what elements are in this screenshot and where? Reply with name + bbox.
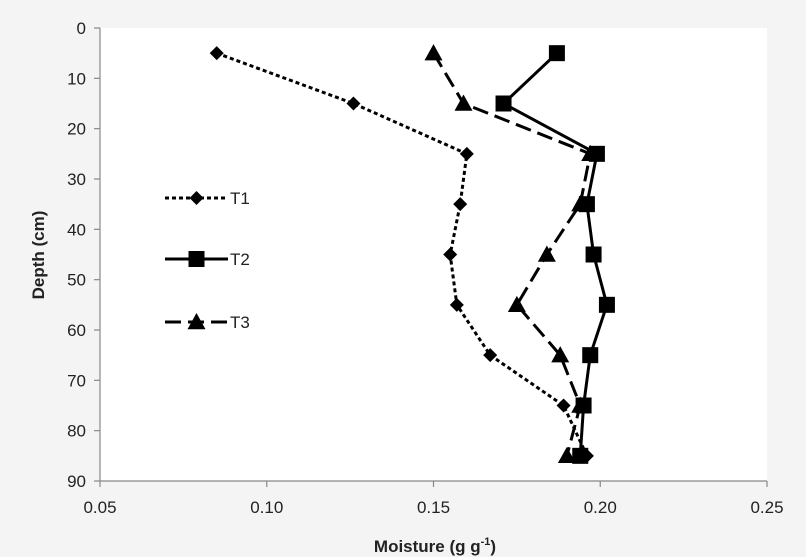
data-point-t3 [507,295,526,313]
data-point-t2 [548,45,565,62]
legend: T1 T2 T3 [165,189,250,332]
data-point-t1 [449,297,464,312]
legend-label-t2: T2 [230,250,250,269]
series-t1 [209,46,594,463]
data-point-t1 [443,247,458,262]
data-point-t2 [572,447,589,464]
axes [99,28,767,482]
legend-marker-t3 [187,313,206,330]
y-axis-title: Depth (cm) [29,211,48,300]
y-tick-label: 70 [67,371,86,390]
data-point-t1 [453,197,468,212]
series-t2 [495,45,615,464]
legend-label-t3: T3 [230,313,250,332]
data-point-t1 [209,46,224,61]
data-point-t2 [598,296,615,313]
data-point-t2 [495,95,512,112]
y-tick-label: 20 [67,120,86,139]
x-axis-title-superscript: -1 [481,536,491,548]
data-point-t2 [585,246,602,263]
y-tick-label: 60 [67,321,86,340]
y-tick-label: 10 [67,69,86,88]
y-tick-labels: 0 10 20 30 40 50 60 70 80 90 [67,19,100,491]
data-point-t1 [483,348,498,363]
y-tick-label: 90 [67,472,86,491]
x-tick-label: 0.15 [417,498,450,517]
x-tick-labels: 0.05 0.10 0.15 0.20 0.25 [83,481,784,517]
data-point-t3 [571,396,590,413]
data-point-t3 [557,446,576,464]
data-point-t3 [454,94,473,111]
y-tick-label: 30 [67,170,86,189]
data-point-t3 [551,346,570,363]
y-tick-label: 50 [67,271,86,290]
data-point-t3 [537,245,556,262]
data-point-t3 [571,195,590,212]
x-tick-label: 0.20 [584,498,617,517]
series-layer [209,44,615,464]
data-point-t1 [346,96,361,111]
x-tick-label: 0.25 [750,498,783,517]
data-point-t2 [582,347,599,364]
legend-marker-t1 [189,191,204,205]
y-tick-label: 80 [67,422,86,441]
y-tick-label: 0 [77,19,86,38]
legend-marker-t2 [188,251,205,267]
plot-area [100,28,767,481]
y-tick-label: 40 [67,220,86,239]
x-tick-label: 0.05 [83,498,116,517]
x-tick-label: 0.10 [250,498,283,517]
data-point-t1 [556,398,571,413]
data-point-t1 [459,146,474,161]
legend-label-t1: T1 [230,189,250,208]
data-point-t3 [581,144,600,162]
series-t3 [424,44,600,464]
data-point-t3 [424,44,443,61]
x-axis-title: Moisture (g g-1) [374,536,496,556]
